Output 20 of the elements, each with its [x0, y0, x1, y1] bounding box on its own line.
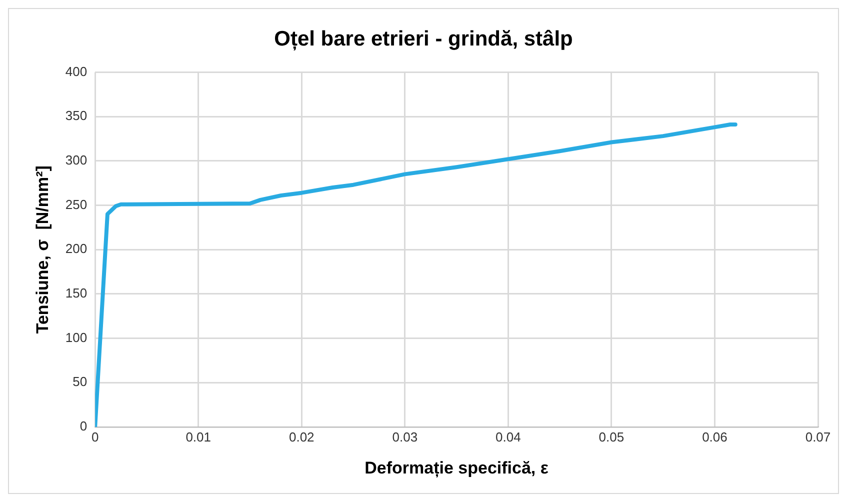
y-tick-label: 200: [65, 241, 88, 256]
x-tick-label: 0.04: [496, 429, 521, 444]
x-tick-label: 0.01: [186, 429, 212, 444]
y-tick-label: 100: [65, 330, 88, 345]
y-tick-label: 0: [80, 418, 88, 434]
x-tick-label: 0.03: [392, 429, 418, 444]
chart-title: Oțel bare etrieri - grindă, stâlp: [274, 27, 573, 50]
y-axis-title: Tensiune, σ [N/mm²]: [32, 166, 52, 334]
y-tick-label: 250: [65, 196, 88, 212]
y-tick-label: 350: [65, 108, 88, 124]
x-tick-label: 0.05: [598, 429, 624, 444]
x-tick-label: 0: [91, 429, 99, 444]
x-tick-label: 0.06: [702, 429, 728, 444]
x-axis-title: Deformație specifică, ε: [364, 458, 548, 478]
y-tick-label: 300: [65, 152, 88, 168]
y-tick-label: 400: [65, 64, 88, 79]
y-tick-label: 150: [65, 286, 88, 301]
x-tick-label: 0.02: [288, 429, 314, 444]
x-tick-label: 0.07: [805, 429, 831, 444]
y-tick-label: 50: [72, 374, 88, 390]
